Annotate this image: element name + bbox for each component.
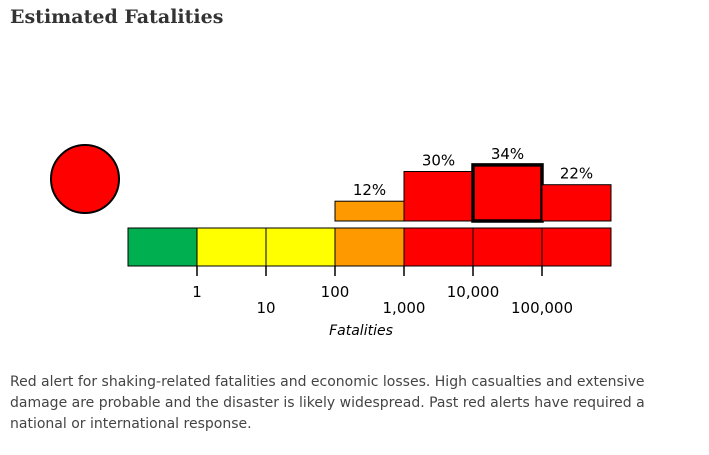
probability-bar [541,184,612,222]
color-scale [127,227,612,267]
probability-bar [334,200,405,222]
alert-description: Red alert for shaking-related fatalities… [10,374,645,432]
scale-segment [541,227,612,267]
scale-segment [127,227,198,267]
axis-tick-label: 100 [321,283,350,301]
bar-value-label: 34% [491,145,524,163]
axis-tick-label: 100,000 [511,299,573,317]
axis-ticks: 1 10 100 1,000 10,000 100,000 [192,266,573,317]
x-axis-label: Fatalities [329,323,393,339]
axis-tick-label: 10,000 [447,283,500,301]
axis-tick-label: 1 [192,283,202,301]
page-title: Estimated Fatalities [10,6,224,28]
bar-value-label: 22% [560,165,593,183]
scale-segment [265,227,336,267]
alert-level-circle [50,144,120,214]
probability-bar [471,163,544,223]
bar-value-label: 12% [353,181,386,199]
axis-tick-label: 1,000 [383,299,426,317]
scale-segment [403,227,474,267]
probability-bars: 12% 30% 34% 22% [334,145,612,223]
scale-segment [196,227,267,267]
axis-tick-label: 10 [256,299,275,317]
bar-value-label: 30% [422,152,455,170]
probability-bar [403,171,474,222]
scale-segment [472,227,543,267]
fatalities-chart: 12% 30% 34% 22% 1 10 100 1,000 10,000 100,000 Fa… [50,144,612,339]
scale-segment [334,227,405,267]
